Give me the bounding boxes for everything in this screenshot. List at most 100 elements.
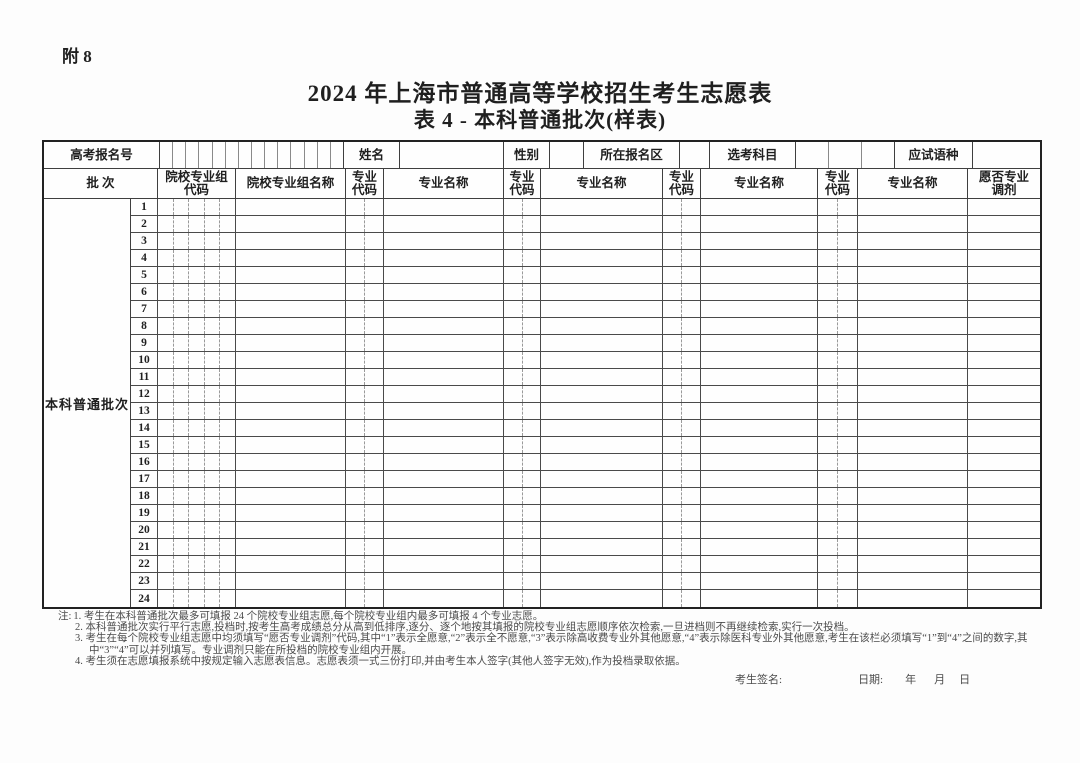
digit-box[interactable] [523, 216, 541, 232]
digit-box[interactable] [205, 556, 221, 572]
major-name-field-1[interactable] [384, 318, 504, 334]
exam-id-digit-box[interactable] [213, 142, 226, 168]
digit-box[interactable] [838, 352, 857, 368]
major-name-field-4[interactable] [858, 301, 968, 317]
digit-box[interactable] [158, 318, 174, 334]
digit-box[interactable] [523, 403, 541, 419]
group-name-field[interactable] [236, 216, 346, 232]
major-name-field-4[interactable] [858, 199, 968, 215]
major-name-field-3[interactable] [701, 420, 818, 436]
digit-box[interactable] [220, 386, 235, 402]
digit-box[interactable] [174, 437, 190, 453]
digit-box[interactable] [818, 454, 838, 470]
major-code-field-3[interactable] [663, 233, 701, 249]
digit-box[interactable] [682, 573, 700, 589]
digit-box[interactable] [220, 284, 235, 300]
digit-box[interactable] [523, 556, 541, 572]
digit-box[interactable] [189, 233, 205, 249]
language-field[interactable] [973, 142, 1040, 168]
digit-box[interactable] [523, 420, 541, 436]
digit-box[interactable] [174, 233, 190, 249]
digit-box[interactable] [838, 199, 857, 215]
digit-box[interactable] [174, 335, 190, 351]
digit-box[interactable] [174, 505, 190, 521]
district-field[interactable] [680, 142, 710, 168]
digit-box[interactable] [838, 471, 857, 487]
digit-box[interactable] [346, 386, 365, 402]
major-name-field-4[interactable] [858, 522, 968, 538]
group-name-field[interactable] [236, 318, 346, 334]
group-code-field[interactable] [158, 284, 236, 300]
digit-box[interactable] [365, 284, 383, 300]
digit-box[interactable] [818, 539, 838, 555]
digit-box[interactable] [818, 590, 838, 607]
group-code-field[interactable] [158, 573, 236, 589]
group-name-field[interactable] [236, 573, 346, 589]
major-code-field-2[interactable] [504, 403, 541, 419]
digit-box[interactable] [838, 284, 857, 300]
group-name-field[interactable] [236, 539, 346, 555]
digit-box[interactable] [205, 471, 221, 487]
digit-box[interactable] [818, 556, 838, 572]
group-name-field[interactable] [236, 454, 346, 470]
group-code-field[interactable] [158, 505, 236, 521]
digit-box[interactable] [504, 318, 523, 334]
digit-box[interactable] [346, 301, 365, 317]
digit-box[interactable] [682, 301, 700, 317]
group-code-field[interactable] [158, 522, 236, 538]
digit-box[interactable] [504, 505, 523, 521]
digit-box[interactable] [158, 233, 174, 249]
major-code-field-2[interactable] [504, 318, 541, 334]
digit-box[interactable] [663, 471, 682, 487]
major-code-field-4[interactable] [818, 454, 858, 470]
digit-box[interactable] [158, 556, 174, 572]
digit-box[interactable] [682, 199, 700, 215]
digit-box[interactable] [346, 454, 365, 470]
digit-box[interactable] [663, 318, 682, 334]
digit-box[interactable] [346, 335, 365, 351]
exam-id-digit-box[interactable] [186, 142, 200, 168]
digit-box[interactable] [205, 250, 221, 266]
digit-box[interactable] [682, 318, 700, 334]
digit-box[interactable] [504, 250, 523, 266]
major-name-field-4[interactable] [858, 318, 968, 334]
digit-box[interactable] [365, 233, 383, 249]
digit-box[interactable] [189, 386, 205, 402]
digit-box[interactable] [205, 420, 221, 436]
adjust-field[interactable] [968, 386, 1040, 402]
major-code-field-2[interactable] [504, 437, 541, 453]
digit-box[interactable] [158, 369, 174, 385]
digit-box[interactable] [189, 216, 205, 232]
digit-box[interactable] [663, 369, 682, 385]
digit-box[interactable] [205, 590, 221, 607]
digit-box[interactable] [220, 267, 235, 283]
digit-box[interactable] [189, 573, 205, 589]
major-code-field-2[interactable] [504, 420, 541, 436]
digit-box[interactable] [523, 284, 541, 300]
digit-box[interactable] [158, 590, 174, 607]
major-code-field-4[interactable] [818, 505, 858, 521]
major-name-field-3[interactable] [701, 301, 818, 317]
digit-box[interactable] [158, 454, 174, 470]
major-name-field-3[interactable] [701, 352, 818, 368]
digit-box[interactable] [189, 267, 205, 283]
digit-box[interactable] [523, 352, 541, 368]
major-name-field-3[interactable] [701, 199, 818, 215]
digit-box[interactable] [205, 284, 221, 300]
digit-box[interactable] [346, 233, 365, 249]
major-name-field-4[interactable] [858, 488, 968, 504]
digit-box[interactable] [158, 386, 174, 402]
group-name-field[interactable] [236, 522, 346, 538]
adjust-field[interactable] [968, 420, 1040, 436]
digit-box[interactable] [189, 369, 205, 385]
major-name-field-3[interactable] [701, 437, 818, 453]
major-name-field-3[interactable] [701, 369, 818, 385]
digit-box[interactable] [189, 488, 205, 504]
major-code-field-1[interactable] [346, 369, 384, 385]
major-name-field-3[interactable] [701, 488, 818, 504]
adjust-field[interactable] [968, 488, 1040, 504]
group-code-field[interactable] [158, 420, 236, 436]
digit-box[interactable] [158, 216, 174, 232]
digit-box[interactable] [818, 352, 838, 368]
digit-box[interactable] [174, 352, 190, 368]
